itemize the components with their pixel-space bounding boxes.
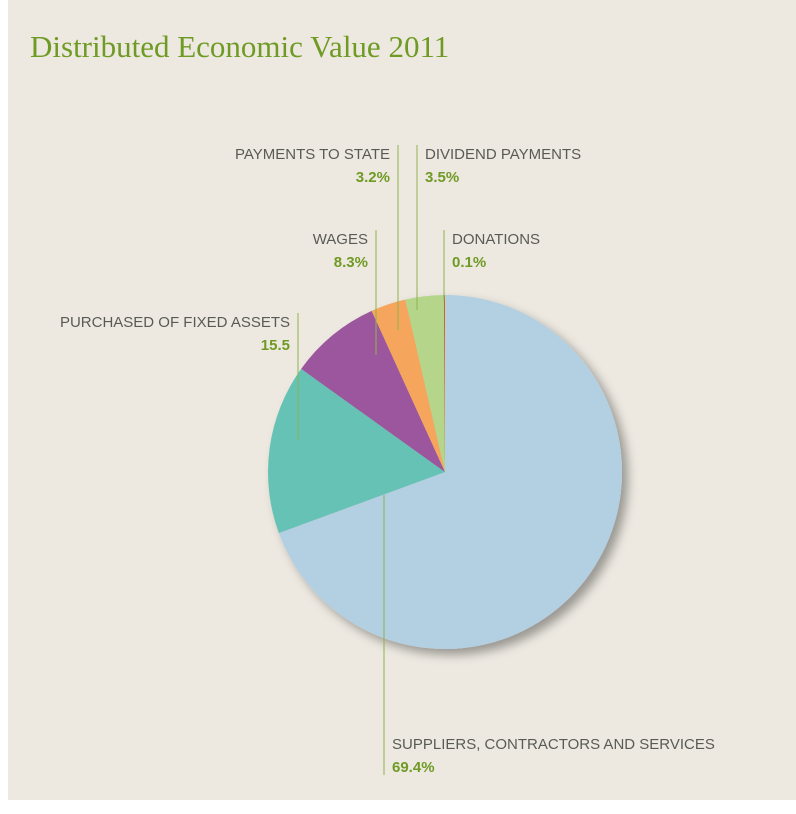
slice-label: PURCHASED OF FIXED ASSETS: [60, 314, 290, 331]
chart-title: Distributed Economic Value 2011: [30, 29, 449, 64]
value-label: 0.1%: [452, 254, 486, 271]
pie: [268, 295, 622, 649]
slice-label: DONATIONS: [452, 231, 540, 248]
slice-label: DIVIDEND PAYMENTS: [425, 146, 581, 163]
pie-slice: [405, 295, 445, 472]
pie-slice: [371, 299, 445, 472]
slice-label: WAGES: [313, 231, 368, 248]
value-label: 3.2%: [356, 169, 390, 186]
pie-slice: [278, 295, 622, 649]
slice-label: PAYMENTS TO STATE: [235, 146, 390, 163]
value-label: 3.5%: [425, 169, 459, 186]
value-label: 15.5: [261, 337, 290, 354]
pie-slice: [268, 368, 445, 534]
slice-label: SUPPLIERS, CONTRACTORS AND SERVICES: [392, 736, 715, 753]
pie-slice: [443, 295, 445, 472]
value-label: 69.4%: [392, 759, 435, 776]
pie-slice: [301, 310, 445, 472]
value-label: 8.3%: [334, 254, 368, 271]
